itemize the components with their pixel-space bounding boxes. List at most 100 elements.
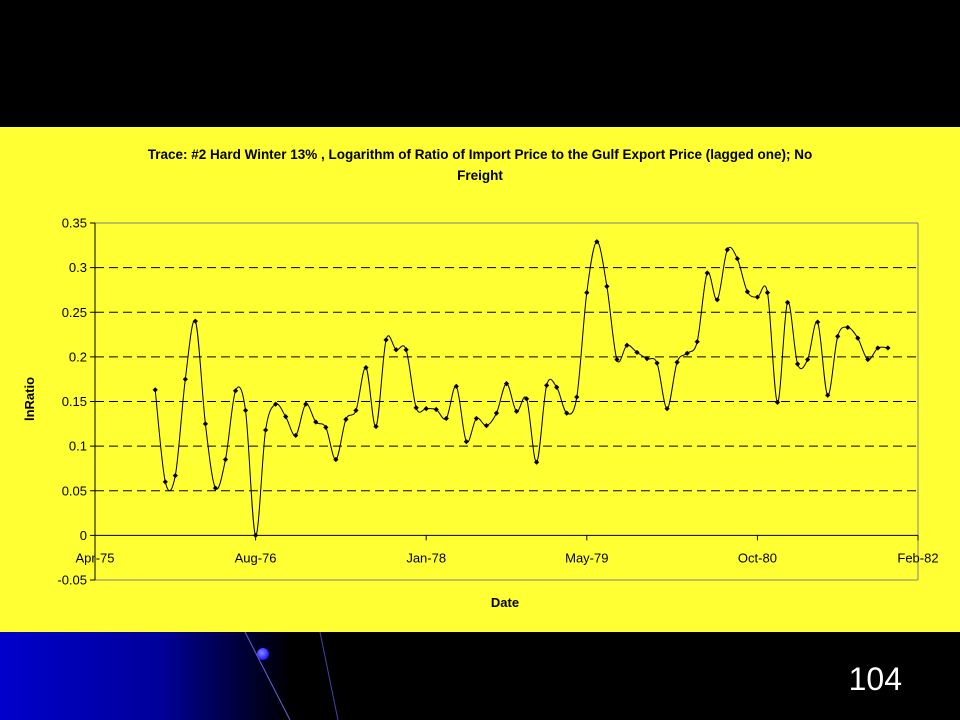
data-point-marker: [192, 318, 198, 324]
data-point-marker: [794, 361, 801, 367]
data-point-marker: [714, 297, 720, 303]
data-point-marker: [574, 394, 580, 400]
data-point-marker: [162, 479, 168, 485]
data-point-marker: [453, 383, 459, 389]
data-point-marker: [212, 485, 219, 491]
axes: -0.05 0 0.05 0.1 0.15 0.2 0.25 0.3 0.35 Apr-75 Aug…: [57, 216, 938, 588]
data-point-marker: [443, 415, 449, 422]
data-point-marker: [704, 270, 710, 276]
data-point-marker: [202, 421, 209, 427]
page-number: 104: [848, 661, 902, 697]
data-point-marker: [373, 423, 379, 430]
data-point-marker: [825, 392, 831, 398]
x-tick-label: Feb-82: [897, 550, 938, 565]
data-point-marker: [764, 290, 771, 296]
data-point-marker: [554, 384, 560, 390]
y-tick-label: 0: [80, 528, 87, 543]
data-point-marker: [323, 424, 329, 430]
data-point-marker: [604, 283, 610, 289]
data-point-marker: [303, 401, 309, 407]
data-point-marker: [875, 345, 881, 351]
x-tick-label: May-79: [565, 550, 608, 565]
data-point-marker: [724, 247, 730, 253]
data-point-marker: [804, 356, 811, 363]
data-point-marker: [855, 335, 861, 341]
data-point-marker: [835, 333, 841, 339]
chart-panel: Trace: #2 Hard Winter 13% , Logarithm of…: [0, 127, 960, 632]
data-point-marker: [513, 408, 520, 414]
data-point-marker: [654, 360, 660, 366]
data-point-marker: [674, 359, 680, 365]
data-point-marker: [694, 339, 700, 345]
data-point-marker: [744, 289, 750, 295]
gridlines: [95, 222, 918, 492]
data-point-marker: [343, 416, 349, 422]
data-point-marker: [614, 356, 620, 363]
data-point-marker: [293, 432, 299, 439]
data-point-marker: [594, 239, 600, 245]
decorative-line: [244, 632, 291, 720]
y-tick-label: 0.15: [62, 394, 87, 409]
data-point-marker: [523, 396, 530, 402]
y-tick-label: 0.2: [69, 349, 87, 364]
data-point-marker: [664, 406, 670, 412]
data-point-marker: [273, 401, 279, 407]
data-point-marker: [333, 456, 339, 463]
data-point-marker: [172, 472, 178, 479]
data-point-marker: [313, 419, 319, 425]
data-point-marker: [865, 356, 871, 363]
decorative-line: [319, 632, 339, 720]
data-point-marker: [784, 299, 791, 306]
data-point-marker: [534, 459, 540, 465]
data-point-marker: [885, 345, 891, 351]
data-point-marker: [182, 376, 188, 382]
footer-decoration: [0, 632, 339, 720]
data-point-marker: [845, 324, 851, 331]
blue-gradient-band: [0, 632, 290, 720]
y-tick-label: 0.35: [62, 216, 87, 231]
series-line: [154, 241, 888, 536]
y-tick-label: -0.05: [57, 573, 87, 588]
y-tick-label: 0.25: [62, 305, 87, 320]
data-point-marker: [222, 456, 229, 463]
data-point-marker: [413, 405, 419, 411]
data-point-marker: [403, 347, 409, 353]
data-point-marker: [493, 410, 500, 416]
chart-title-line-1: Trace: #2 Hard Winter 13% , Logarithm of…: [148, 147, 812, 162]
data-point-marker: [684, 350, 690, 356]
y-tick-label: 0.3: [69, 260, 87, 275]
x-tick-label: Jan-78: [406, 550, 446, 565]
data-point-marker: [774, 399, 781, 405]
y-axis-label: lnRatio: [22, 377, 37, 421]
x-tick-label: Oct-80: [738, 550, 777, 565]
data-point-marker: [463, 439, 469, 445]
y-tick-label: 0.1: [69, 439, 87, 454]
data-point-marker: [815, 319, 821, 325]
chart-title-line-2: Freight: [457, 168, 503, 183]
data-point-marker: [473, 415, 479, 422]
data-point-marker: [252, 532, 259, 538]
line-chart: Trace: #2 Hard Winter 13% , Logarithm of…: [22, 147, 939, 610]
data-point-marker: [734, 256, 740, 262]
data-point-marker: [754, 294, 761, 300]
slide-footer: [0, 632, 960, 720]
x-tick-label: Aug-76: [235, 550, 277, 565]
x-tick-label: Apr-75: [75, 550, 114, 565]
data-point-marker: [353, 407, 359, 414]
data-point-marker: [433, 406, 439, 413]
data-point-marker: [242, 407, 249, 414]
data-point-marker: [232, 388, 239, 394]
series-trace: [152, 239, 891, 538]
data-point-marker: [263, 427, 269, 433]
x-axis-label: Date: [491, 595, 519, 610]
data-point-marker: [423, 406, 429, 412]
data-point-marker: [564, 410, 570, 416]
data-point-marker: [584, 290, 590, 296]
data-point-marker: [283, 414, 289, 420]
data-point-marker: [383, 337, 389, 343]
decorative-dot: [257, 648, 269, 660]
data-point-marker: [152, 387, 158, 393]
data-point-marker: [483, 422, 490, 429]
data-point-marker: [544, 382, 550, 389]
y-tick-label: 0.05: [62, 483, 87, 498]
